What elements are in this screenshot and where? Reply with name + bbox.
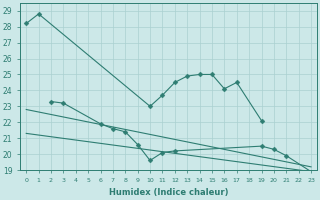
X-axis label: Humidex (Indice chaleur): Humidex (Indice chaleur) xyxy=(109,188,228,197)
